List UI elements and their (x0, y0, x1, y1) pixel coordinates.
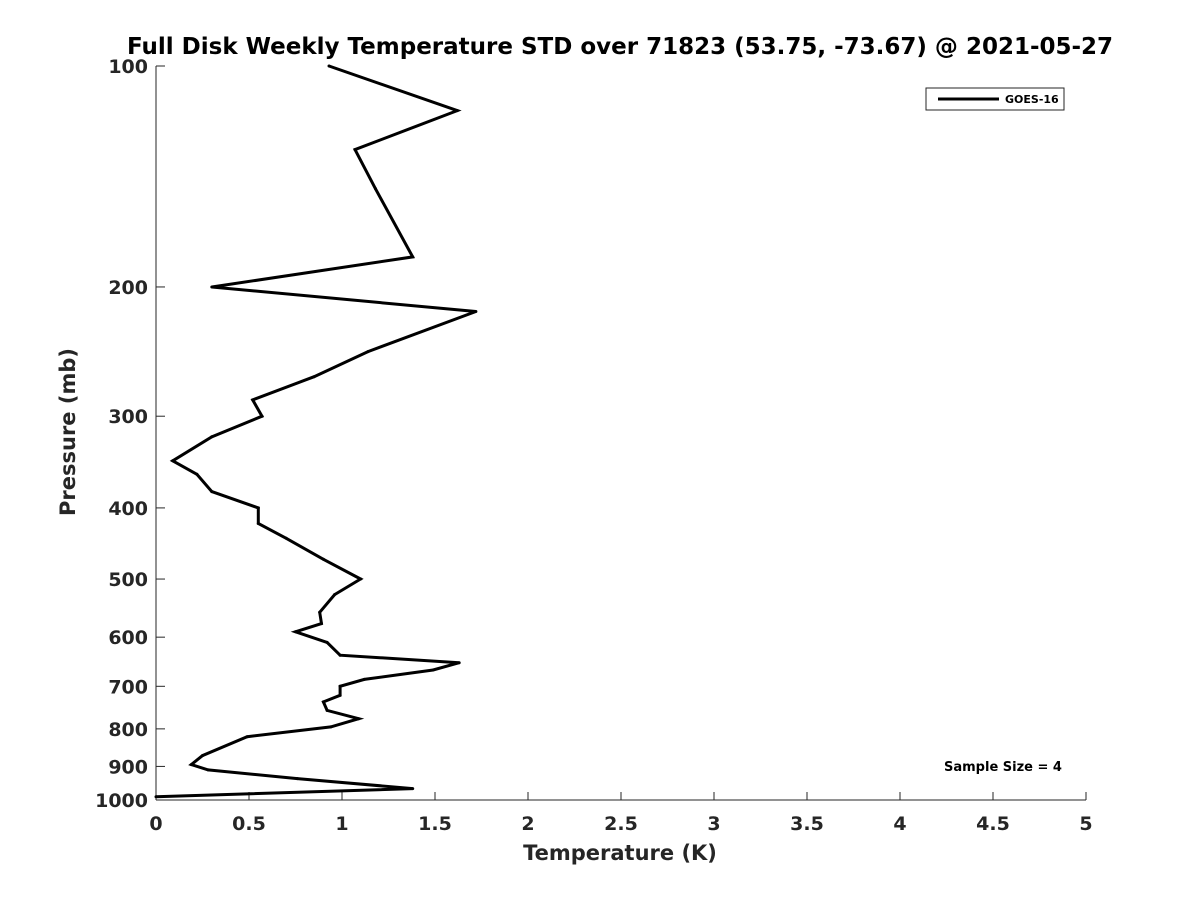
series-point (321, 700, 325, 704)
series-point (333, 593, 337, 597)
y-tick-label: 600 (108, 627, 148, 649)
series-point (455, 109, 459, 113)
series-point (210, 435, 214, 439)
series-point (366, 350, 370, 354)
series-point (474, 310, 478, 313)
y-tick-label: 700 (108, 676, 148, 698)
series-point (357, 717, 361, 721)
y-tick-label: 400 (108, 498, 148, 520)
y-tick-label: 1000 (95, 790, 148, 812)
series-point (256, 522, 260, 525)
series-point (294, 630, 297, 634)
y-tick-label: 500 (108, 569, 148, 591)
x-tick-label: 3 (707, 813, 720, 835)
legend: GOES-16 (925, 87, 1065, 111)
series-point (362, 677, 366, 681)
series-point (171, 459, 175, 463)
y-tick-label: 200 (108, 277, 148, 299)
series-point (260, 414, 264, 418)
series-point (256, 506, 260, 510)
x-tick-label: 3.5 (790, 813, 824, 835)
x-tick-label: 4.5 (976, 813, 1010, 835)
series-point (284, 536, 288, 540)
y-tick-label: 300 (108, 406, 148, 428)
series-point (320, 622, 323, 626)
series-points (154, 64, 478, 799)
series-point (411, 787, 415, 791)
x-tick-label: 0 (149, 813, 162, 835)
y-tick-label: 100 (108, 56, 148, 78)
legend-label: GOES-16 (1005, 93, 1059, 106)
series-point (325, 708, 329, 712)
series-point (295, 777, 299, 781)
series-point (338, 684, 342, 688)
x-tick-label: 4 (893, 813, 906, 835)
x-tick-label: 2 (521, 813, 534, 835)
x-tick-label: 2.5 (604, 813, 638, 835)
series-point (374, 187, 377, 191)
x-tick-label: 0.5 (232, 813, 266, 835)
series-point (189, 763, 193, 767)
chart-title: Full Disk Weekly Temperature STD over 71… (127, 34, 1113, 60)
series-point (457, 661, 461, 665)
series-point (195, 472, 199, 476)
series-point (329, 725, 333, 729)
series-point (201, 754, 204, 758)
x-tick-label: 5 (1079, 813, 1092, 835)
series-point (318, 610, 322, 614)
series-point (327, 64, 331, 68)
series-point (338, 653, 342, 657)
series-point (325, 640, 329, 644)
series-point (251, 398, 255, 402)
series-point (245, 735, 249, 739)
x-tick-label: 1.5 (418, 813, 452, 835)
series-point (312, 375, 316, 379)
series-point (353, 148, 357, 152)
series-point (411, 255, 415, 259)
series-point (210, 285, 214, 289)
series-point (154, 795, 158, 799)
y-axis-label: Pressure (mb) (56, 348, 80, 516)
series-point (321, 557, 325, 561)
series-line-goes-16 (155, 64, 477, 799)
series-point (206, 768, 210, 772)
y-ticks: 100 200 300 400 500 600 700 800 900 1000 (95, 56, 165, 812)
sample-size-annotation: Sample Size = 4 (944, 760, 1062, 775)
x-ticks: 0 0.5 1 1.5 2 2.5 3 3.5 4 4.5 5 (149, 792, 1093, 835)
series-point (210, 490, 214, 494)
x-axis-label: Temperature (K) (523, 841, 717, 865)
x-tick-label: 1 (335, 813, 348, 835)
y-tick-label: 900 (108, 756, 148, 778)
series-point (359, 577, 363, 581)
y-tick-label: 800 (108, 719, 148, 741)
series-point (338, 693, 342, 697)
series-point (431, 668, 435, 672)
